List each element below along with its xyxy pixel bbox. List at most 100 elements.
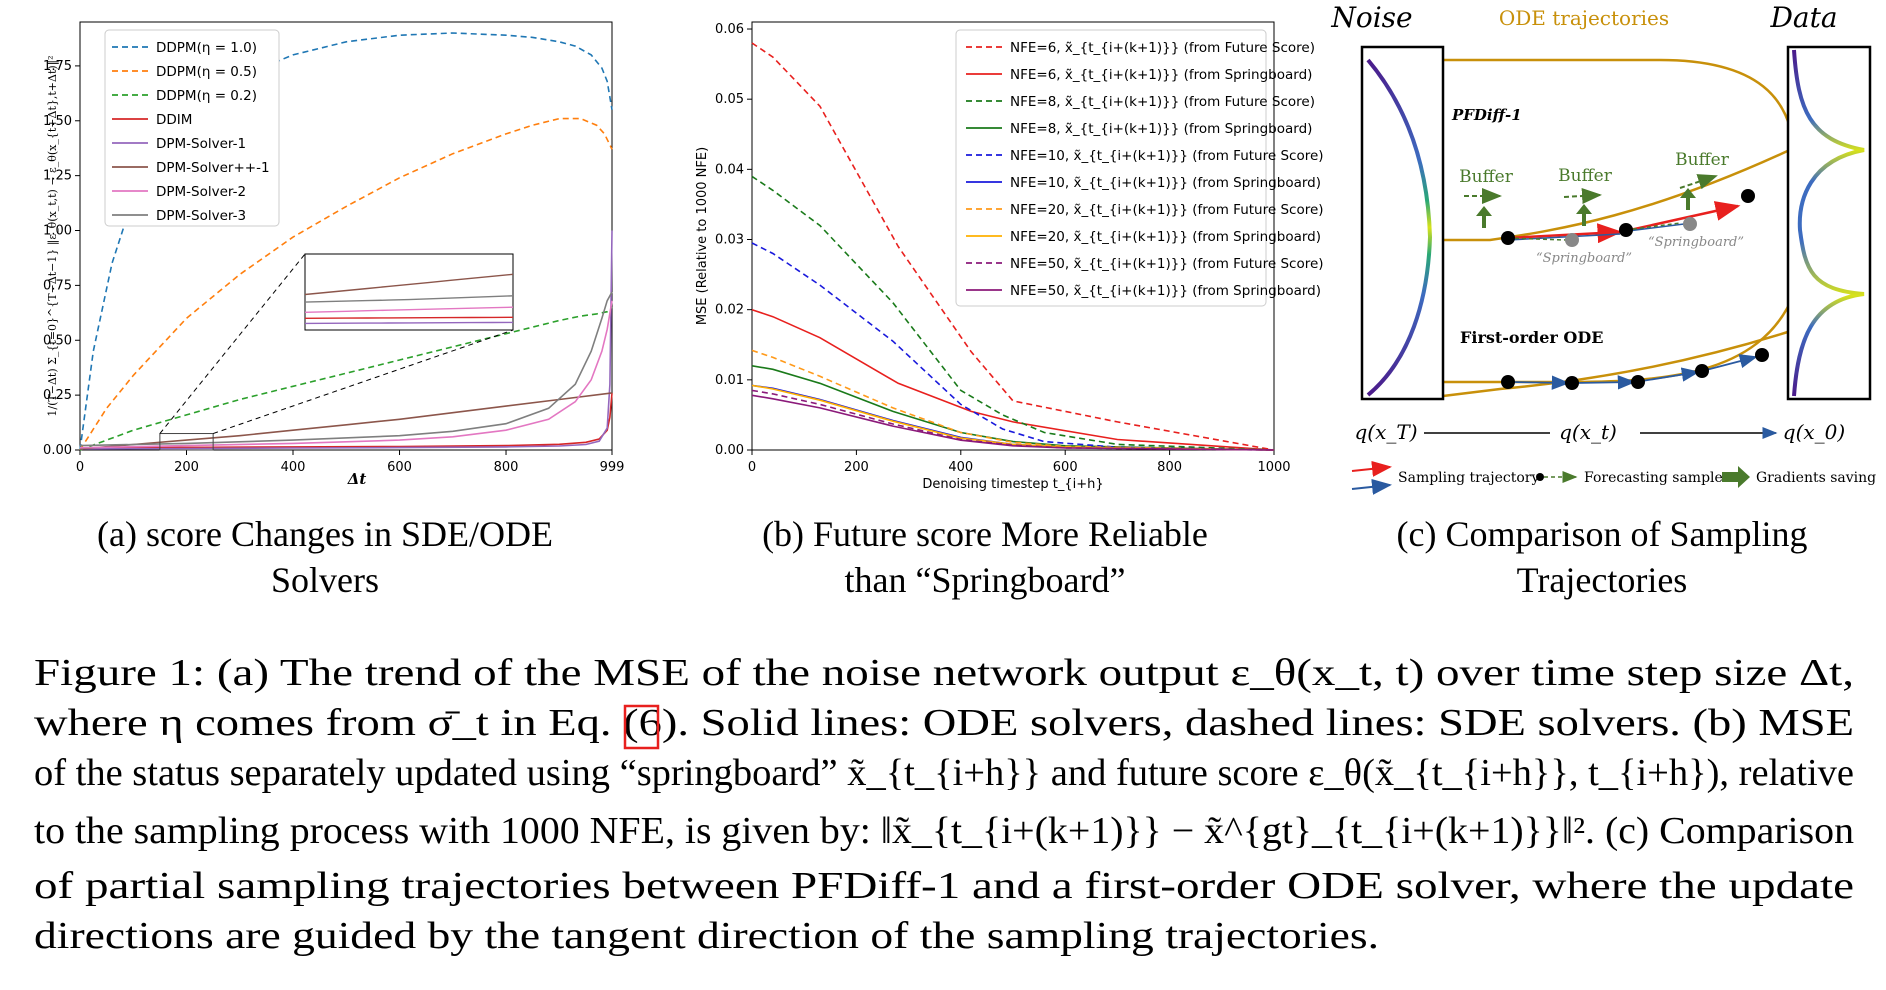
equation-reference-link[interactable] [623,704,660,750]
sample-point [1501,375,1515,389]
q-xT-label: q(x_T) [1354,420,1417,444]
buffer-label: Buffer [1459,167,1514,187]
legend-entry: DDPM(η = 0.5) [156,64,257,80]
first-order-step [1511,375,1570,390]
sample-point [1565,376,1579,390]
legend-gradients-saving: Gradients saving [1756,470,1876,486]
forecast-line [1625,222,1681,231]
panel-b: 0 200 400 600 800 1000 0.00 0.01 0.02 0.03 0.04 0.0… [695,21,1324,492]
data-distribution-curve [1792,49,1865,397]
panel-a-zoom-box [159,433,214,451]
data-label: Data [1769,1,1837,34]
ode-trajectory-lower-mid [1442,328,1795,398]
y-tick-label: 1.50 [43,114,72,129]
y-tick-label: 0.00 [715,443,744,458]
sample-point [1619,223,1633,237]
x-tick-label: 0 [748,460,756,475]
first-order-step [1641,367,1700,382]
caption-c-line2: Trajectories [1517,560,1688,600]
first-order-ode-label: First-order ODE [1460,328,1603,347]
inset-series-line-5 [304,273,514,296]
springboard-label: “Springboard” [1536,251,1632,266]
panel-b-xlabel: Denoising timestep t_{i+h} [922,477,1103,492]
figure-caption-line: where η comes from σ̄_t in Eq. (6). Soli… [34,702,1854,744]
y-tick-label: 0.02 [715,303,744,318]
x-tick-label: 200 [174,460,199,475]
pfdiff-sampling-step [1629,201,1741,232]
caption-c-line1: (c) Comparison of Sampling [1397,514,1808,554]
caption-b-line1: (b) Future score More Reliable [762,514,1208,554]
panel-b-legend [955,29,1267,307]
noise-label: Noise [1330,1,1412,34]
sample-point [1631,375,1645,389]
panel-b-series-lines [751,42,1275,451]
sample-point [1755,348,1769,362]
legend-entry: NFE=20, x̃_{t_{i+(k+1)}} (from Future Sc… [1010,202,1324,218]
gradient-saving-arrow [1576,204,1592,226]
caption-a-line1: (a) score Changes in SDE/ODE [97,514,553,554]
pfdiff-sampling-step-blue [1627,223,1685,232]
buffer-label: Buffer [1675,150,1730,170]
y-tick-label: 0.05 [715,92,744,107]
inset-series-line-3 [304,316,514,319]
sample-point [1695,364,1709,378]
series-line-0 [751,42,1275,451]
legend-entry: DDIM [156,112,192,128]
legend-entry: NFE=6, x̃_{t_{i+(k+1)}} (from Future Sco… [1010,40,1315,56]
y-tick-label: 1.75 [43,59,72,74]
legend-entry: DDPM(η = 1.0) [156,40,257,56]
legend-forecast-dot [1536,473,1544,481]
figure-caption-line: directions are guided by the tangent dir… [34,915,1379,957]
x-tick-label: 200 [844,460,869,475]
q-x0-label: q(x_0) [1783,420,1845,444]
first-order-step [1705,354,1758,371]
panel-a-xlabel: Δt [347,470,367,488]
x-tick-label: 400 [948,460,973,475]
y-tick-label: 0.25 [43,388,72,403]
series-line-9 [751,394,1275,451]
series-line-2 [751,175,1275,451]
legend-entry: NFE=6, x̃_{t_{i+(k+1)}} (from Springboar… [1010,67,1312,83]
legend-entry: NFE=10, x̃_{t_{i+(k+1)}} (from Future Sc… [1010,148,1324,164]
series-line-5 [79,392,613,450]
x-tick-label: 1000 [1257,460,1290,475]
figure-caption-line: Figure 1: (a) The trend of the MSE of th… [34,652,1854,694]
series-line-5 [751,384,1275,451]
ode-trajectories-label: ODE trajectories [1499,6,1669,30]
legend-sampling-blue [1351,478,1392,495]
series-line-4 [79,230,613,450]
pfdiff-sampling-step [1507,223,1623,244]
panel-c: Noise ODE trajectories Data PFDiff-1 Fir… [1330,1,1876,495]
noise-distribution-curve [1366,58,1433,397]
x-tick-label: 600 [387,460,412,475]
buffer-forecast-arrow [1563,188,1602,204]
y-tick-label: 0.75 [43,278,72,293]
legend-entry: NFE=20, x̃_{t_{i+(k+1)}} (from Springboa… [1010,229,1321,245]
panel-b-ylabel: MSE (Relative to 1000 NFE) [695,147,710,325]
series-line-1 [79,117,613,451]
series-line-1 [751,308,1275,451]
gradient-saving-arrow [1476,206,1492,228]
legend-sampling-trajectory: Sampling trajectory [1398,470,1539,486]
panel-a-legend [104,29,280,227]
series-line-6 [751,349,1275,451]
x-tick-label: 600 [1053,460,1078,475]
caption-a-line2: Solvers [271,560,379,600]
legend-entry: DPM-Solver-2 [156,184,246,200]
inset-series-line-7 [304,295,514,303]
legend-forecasting-sample: Forecasting sample [1584,470,1723,486]
legend-sampling-red [1351,460,1392,477]
springboard-point [1683,217,1697,231]
legend-entry: DPM-Solver-1 [156,136,246,152]
series-line-4 [751,242,1275,451]
panel-a-ylabel: 1/(T−Δt) Σ_{t=0}^{T−Δt−1} ‖ε_θ(x_t,t) − … [46,55,60,416]
gradient-saving-arrow [1680,188,1696,210]
panel-a-zoom-connector [212,329,514,435]
q-xt-label: q(x_t) [1559,420,1617,444]
buffer-label: Buffer [1558,166,1613,186]
series-line-2 [79,306,613,451]
figure-caption-line: to the sampling process with 1000 NFE, i… [34,810,1854,852]
caption-b-line2: than “Springboard” [845,560,1126,600]
figure-caption-line: of the status separately updated using “… [34,752,1854,794]
